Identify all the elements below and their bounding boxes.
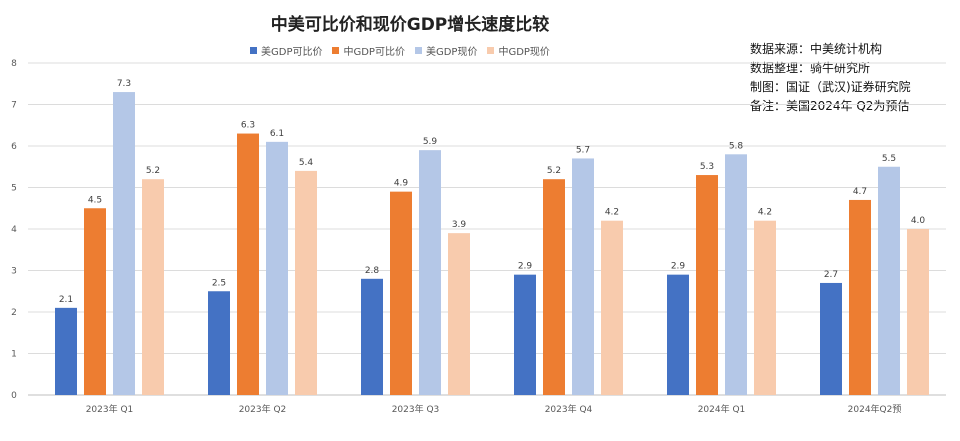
y-tick-label: 8 <box>11 59 17 69</box>
data-label: 6.1 <box>270 129 284 139</box>
bar <box>448 233 470 395</box>
bar <box>361 278 383 395</box>
legend-item-us-nominal: 美GDP现价 <box>414 43 478 58</box>
data-label: 2.1 <box>59 295 73 305</box>
x-tick-label: 2023年 Q2 <box>239 403 287 415</box>
note-chart-maker: 制图：国证（武汉)证券研究院 <box>750 80 911 94</box>
legend-swatch-us-real <box>250 46 257 54</box>
x-tick-label: 2024年Q2预 <box>848 403 902 415</box>
data-label: 4.5 <box>88 195 102 205</box>
bar <box>514 274 536 395</box>
y-tick-label: 0 <box>11 391 17 401</box>
y-tick-label: 5 <box>11 184 17 194</box>
data-label: 2.5 <box>212 278 226 288</box>
bar <box>820 282 842 395</box>
data-label: 6.3 <box>241 121 255 131</box>
data-label: 2.9 <box>671 262 686 272</box>
legend: 美GDP可比价 中GDP可比价 美GDP现价 中GDP现价 <box>250 43 550 58</box>
data-label: 5.5 <box>882 154 896 164</box>
data-label: 5.4 <box>299 158 314 168</box>
data-label: 4.2 <box>758 208 772 218</box>
y-tick-label: 2 <box>11 308 17 318</box>
legend-label-us-real: 美GDP可比价 <box>261 46 323 58</box>
note-compiler: 数据整理：骑牛研究所 <box>750 61 871 75</box>
bar <box>601 220 623 395</box>
note-source: 数据来源：中美统计机构 <box>750 42 883 56</box>
legend-swatch-cn-real <box>332 46 340 54</box>
y-tick-label: 3 <box>11 267 17 277</box>
bar <box>295 170 317 395</box>
data-label: 5.8 <box>729 141 744 151</box>
bar <box>419 150 441 395</box>
bar <box>543 179 565 395</box>
note-remark: 备注：美国2024年 Q2为预估 <box>750 99 910 113</box>
bar <box>113 92 135 396</box>
bar <box>907 229 929 395</box>
legend-item-us-real: 美GDP可比价 <box>250 43 322 58</box>
data-label: 2.8 <box>365 266 380 276</box>
legend-item-cn-real: 中GDP可比价 <box>332 43 405 58</box>
legend-label-us-nominal: 美GDP现价 <box>425 46 478 58</box>
x-tick-label: 2023年 Q4 <box>545 403 593 415</box>
data-label: 4.9 <box>394 179 409 189</box>
y-tick-label: 4 <box>11 225 17 235</box>
chart-title: 中美可比价和现价GDP增长速度比较 <box>270 15 550 35</box>
bar <box>696 175 718 395</box>
y-tick-label: 7 <box>11 101 17 111</box>
bar <box>84 208 106 395</box>
legend-swatch-us-nominal <box>414 46 422 54</box>
bar <box>878 166 900 395</box>
y-tick-label: 1 <box>11 350 17 360</box>
legend-label-cn-nominal: 中GDP现价 <box>498 46 550 58</box>
bar <box>142 179 164 395</box>
bar <box>266 141 288 395</box>
legend-item-cn-nominal: 中GDP现价 <box>487 43 550 58</box>
bar <box>390 191 412 395</box>
legend-label-cn-real: 中GDP可比价 <box>343 46 405 58</box>
bar <box>725 154 747 395</box>
data-label: 2.9 <box>518 262 533 272</box>
legend-swatch-cn-nominal <box>487 46 495 54</box>
data-label: 3.9 <box>452 220 467 230</box>
bar <box>237 133 259 396</box>
bar <box>55 307 77 395</box>
x-tick-label: 2024年 Q1 <box>698 403 746 415</box>
data-label: 4.2 <box>605 208 619 218</box>
x-tick-label: 2023年 Q3 <box>392 403 440 415</box>
data-label: 2.7 <box>824 270 838 280</box>
data-label: 4.0 <box>911 216 926 226</box>
data-label: 5.2 <box>547 166 561 176</box>
data-label: 5.9 <box>423 137 438 147</box>
data-label: 5.2 <box>146 166 160 176</box>
bar <box>572 158 594 395</box>
bar <box>849 199 871 395</box>
data-label: 7.3 <box>117 79 131 89</box>
bar <box>754 220 776 395</box>
data-label: 4.7 <box>853 187 867 197</box>
bar <box>667 274 689 395</box>
data-label: 5.7 <box>576 145 590 155</box>
bar <box>208 291 230 395</box>
data-label: 5.3 <box>700 162 714 172</box>
y-tick-label: 6 <box>11 142 17 152</box>
x-tick-label: 2023年 Q1 <box>86 403 134 415</box>
source-notes: 数据来源：中美统计机构 数据整理：骑牛研究所 制图：国证（武汉)证券研究院 备注… <box>750 40 911 116</box>
